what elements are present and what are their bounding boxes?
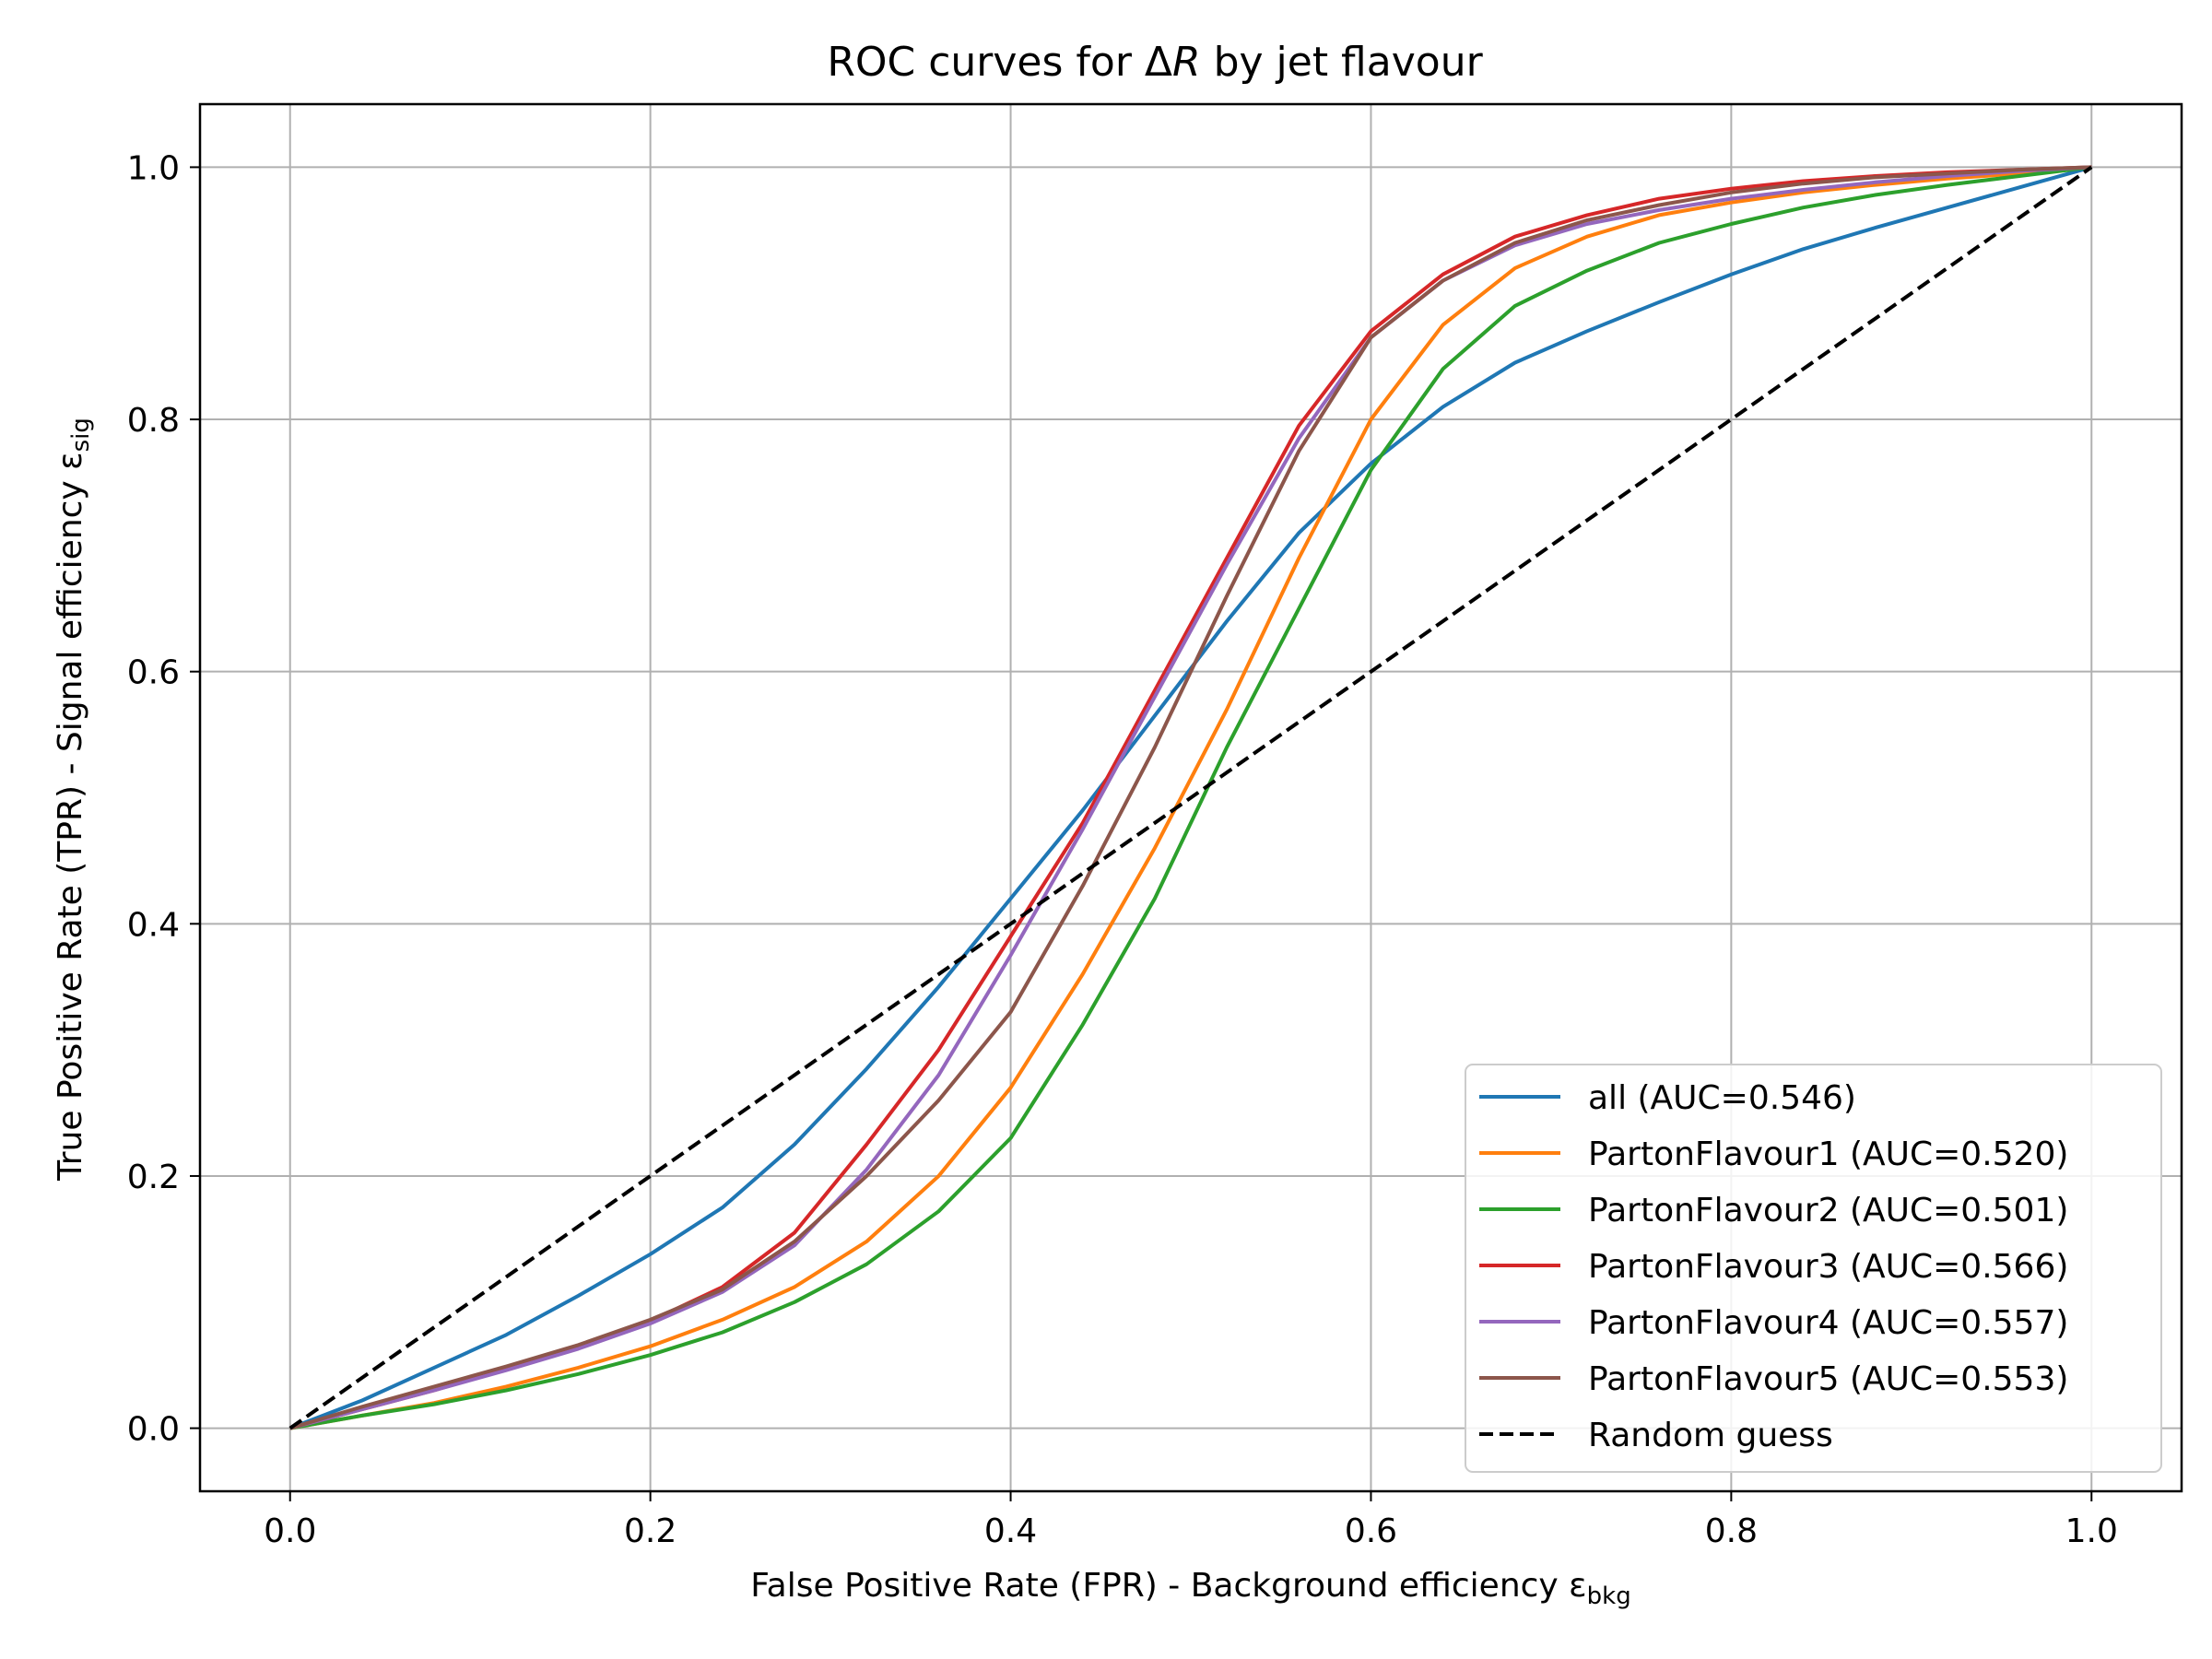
x-tick-label: 0.4 <box>984 1512 1037 1550</box>
legend-label: all (AUC=0.546) <box>1588 1079 1856 1117</box>
chart-title: ROC curves for ΔR by jet flavour <box>827 39 1483 86</box>
y-axis-label: True Positive Rate (TPR) - Signal effici… <box>52 418 95 1182</box>
x-tick-label: 0.0 <box>264 1512 316 1550</box>
series-line-partonflavour4-auc-0-557 <box>289 165 2092 1430</box>
x-tick-label: 1.0 <box>2065 1512 2118 1550</box>
chart-title-prefix: ROC curves for Δ <box>827 39 1172 86</box>
legend-label: PartonFlavour5 (AUC=0.553) <box>1588 1360 2068 1398</box>
y-tick-label: 0.4 <box>127 906 180 944</box>
series-line-partonflavour2-auc-0-501 <box>289 165 2092 1430</box>
y-axis-label-main: True Positive Rate (TPR) - Signal effici… <box>52 452 89 1182</box>
x-axis-label-subscript: bkg <box>1587 1583 1631 1610</box>
series-line-partonflavour5-auc-0-553 <box>289 165 2092 1430</box>
x-axis-label-main: False Positive Rate (FPR) - Background e… <box>750 1567 1586 1605</box>
series-line-partonflavour1-auc-0-520 <box>289 165 2092 1430</box>
y-tick-label: 1.0 <box>127 149 180 187</box>
legend-label: PartonFlavour1 (AUC=0.520) <box>1588 1135 2068 1173</box>
x-axis-label: False Positive Rate (FPR) - Background e… <box>750 1567 1630 1610</box>
x-tick-label: 0.6 <box>1345 1512 1397 1550</box>
series-layer <box>288 165 2093 1430</box>
x-tick-label: 0.8 <box>1705 1512 1758 1550</box>
chart-title-suffix: by jet flavour <box>1201 39 1484 86</box>
series-line-random-guess <box>288 165 2093 1430</box>
axis-ticks: 0.0 0.2 0.4 0.6 0.8 1.0 0.0 0.2 0.4 0.6 0.8 1.0 <box>127 149 2118 1550</box>
legend-label: PartonFlavour3 (AUC=0.566) <box>1588 1248 2068 1286</box>
y-axis-label-subscript: sig <box>67 418 95 452</box>
y-tick-label: 0.0 <box>127 1411 180 1449</box>
x-tick-label: 0.2 <box>624 1512 677 1550</box>
plot-area <box>288 165 2093 1430</box>
legend: all (AUC=0.546) PartonFlavour1 (AUC=0.520… <box>1465 1064 2162 1473</box>
y-tick-label: 0.2 <box>127 1159 180 1196</box>
y-tick-label: 0.8 <box>127 402 180 440</box>
chart-title-italic: R <box>1172 39 1201 86</box>
axes-frame <box>198 102 2183 1493</box>
legend-frame <box>1465 1064 2162 1473</box>
legend-label: Random guess <box>1588 1417 1833 1454</box>
legend-label: PartonFlavour4 (AUC=0.557) <box>1588 1304 2068 1342</box>
legend-label: PartonFlavour2 (AUC=0.501) <box>1588 1192 2068 1230</box>
y-tick-label: 0.6 <box>127 654 180 692</box>
